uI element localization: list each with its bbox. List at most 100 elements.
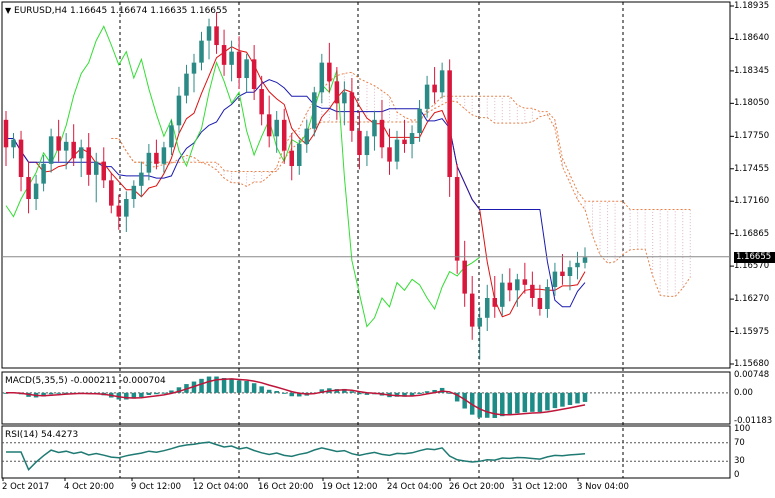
candle-body [297, 144, 302, 167]
candle-body [447, 70, 452, 178]
price-tick-label: 1.15975 [734, 326, 770, 337]
candle-body [575, 262, 580, 268]
candle-body [18, 139, 24, 178]
time-tick-label: 19 Oct 12:00 [322, 482, 378, 492]
candle-body [522, 279, 528, 285]
senkou-span-b-line [111, 95, 691, 210]
candle-body [552, 271, 558, 288]
candle-body [63, 141, 69, 151]
candle-body [41, 163, 46, 184]
macd-histogram-bar [161, 392, 167, 394]
time-tick-label: 16 Oct 20:00 [258, 482, 314, 492]
candle-body [537, 298, 543, 310]
time-tick-label: 31 Oct 12:00 [512, 482, 568, 492]
macd-histogram-bar [236, 380, 242, 393]
macd-histogram-bar [409, 392, 415, 396]
candle-body [109, 180, 114, 206]
macd-histogram-bar [274, 390, 279, 393]
macd-histogram-bar [364, 392, 370, 395]
price-tick-label: 1.16270 [734, 294, 770, 305]
candle-body [304, 128, 310, 145]
candle-body [515, 279, 520, 291]
candle-body [439, 70, 445, 93]
candle-body [131, 185, 137, 200]
macd-histogram-bar [545, 392, 550, 411]
candle-body [229, 51, 234, 65]
candle-body [334, 81, 340, 104]
macd-histogram-bar [462, 392, 467, 409]
macd-histogram-bar [48, 392, 54, 395]
rsi-tick-label: 0 [734, 470, 740, 480]
macd-histogram-bar [432, 389, 437, 393]
macd-label: MACD(5,35,5) -0.000211 -0.000704 [5, 376, 166, 386]
candle-body [327, 62, 332, 82]
macd-histogram-bar [582, 392, 588, 402]
candle-body [86, 147, 91, 175]
macd-histogram-bar [41, 392, 46, 397]
candle-body [357, 130, 362, 156]
price-tick-label: 1.17750 [734, 131, 770, 142]
time-tick-label: 9 Oct 12:00 [131, 482, 182, 492]
macd-histogram-bar [537, 392, 543, 412]
macd-histogram-bar [447, 392, 452, 394]
candle-body [191, 62, 197, 74]
kijun-sen-line [6, 79, 586, 308]
price-tick-label: 1.17455 [734, 163, 770, 174]
macd-histogram-bar [402, 392, 407, 397]
candle-body [116, 205, 122, 217]
time-tick-label: 26 Oct 20:00 [449, 482, 505, 492]
candle-body [3, 119, 9, 148]
price-tick-label: 1.16865 [734, 228, 770, 239]
macd-histogram-bar [394, 392, 400, 397]
senkou-span-a-line [111, 71, 691, 297]
macd-histogram-bar [500, 392, 505, 417]
price-tick-label: 1.18935 [734, 1, 770, 11]
current-price-box: 1.16655 [734, 251, 775, 263]
candle-body [319, 62, 325, 93]
macd-histogram-bar [63, 392, 69, 394]
price-tick-label: 1.15680 [734, 359, 770, 369]
candle-body [387, 147, 392, 162]
rsi-panel-border [1, 425, 731, 479]
candle-body [206, 26, 212, 41]
candle-body [93, 161, 99, 175]
macd-tick-label: -0.01183 [734, 416, 773, 426]
candle-body [477, 317, 482, 327]
time-tick-label: 24 Oct 04:00 [387, 482, 443, 492]
macd-histogram-bar [281, 392, 287, 394]
candle-body [266, 114, 272, 137]
time-tick-label: 12 Oct 04:00 [193, 482, 249, 492]
macd-histogram-bar [424, 391, 430, 393]
candle-body [349, 92, 355, 131]
price-tick-label: 1.17160 [734, 196, 770, 207]
ohlc-values: 1.16645 1.16674 1.16635 1.16655 [70, 6, 228, 16]
price-tick-label: 1.16570 [734, 261, 770, 272]
tenkan-sen-line [6, 46, 586, 318]
macd-histogram-bar [124, 392, 129, 400]
macd-histogram-bar [154, 392, 159, 395]
rsi-tick-label: 30 [734, 456, 745, 467]
candle-body [221, 45, 227, 65]
candle-body [394, 139, 400, 162]
candle-body [507, 282, 513, 291]
macd-histogram-bar [244, 380, 249, 393]
candle-body [154, 152, 159, 164]
chikou-span-line [5, 25, 480, 328]
candle-body [454, 177, 460, 261]
macd-histogram-bar [56, 392, 61, 394]
candle-body [312, 92, 317, 129]
candle-body [259, 89, 264, 115]
candle-body [560, 271, 565, 277]
macd-histogram-bar [357, 392, 362, 395]
macd-histogram-bar [297, 392, 302, 397]
rsi-line [6, 441, 586, 472]
candle-body [33, 183, 39, 200]
candle-body [379, 119, 385, 148]
candle-body [199, 40, 204, 63]
candle-body [484, 298, 490, 318]
macd-histogram-bar [199, 378, 204, 393]
macd-histogram-bar [251, 383, 257, 393]
candle-body [244, 59, 249, 79]
